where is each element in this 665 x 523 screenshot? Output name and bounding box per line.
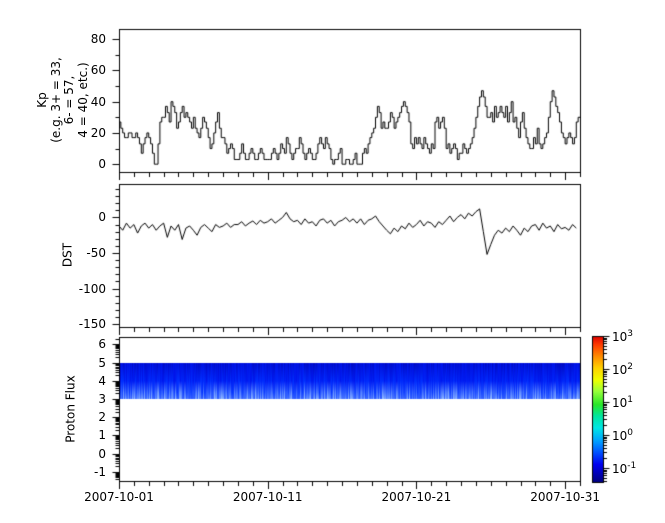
- y-tick-label-kp: 20: [90, 125, 106, 140]
- y-tick-label-dst: -50: [86, 245, 106, 260]
- y-tick-label-proton_flux: 3: [98, 391, 106, 406]
- y-tick-label-dst: -150: [78, 316, 106, 331]
- y-tick-label-kp: 0: [98, 156, 106, 171]
- y-tick-label-proton_flux: -1: [94, 464, 106, 479]
- y-tick-label-proton_flux: 0: [98, 446, 106, 461]
- colorbar-tick-label: 10-1: [612, 460, 637, 476]
- y-tick-label-proton_flux: 5: [98, 355, 106, 370]
- y-tick-label-proton_flux: 4: [98, 373, 106, 388]
- x-date-label: 2007-10-31: [530, 490, 600, 504]
- colorbar-tick-label: 101: [612, 394, 634, 410]
- x-date-label: 2007-10-01: [84, 490, 154, 504]
- y-tick-label-kp: 80: [90, 31, 106, 46]
- y-tick-label-dst: 0: [98, 209, 106, 224]
- colorbar-tick-label: 100: [612, 427, 634, 443]
- colorbar-tick-label: 102: [612, 361, 634, 377]
- x-date-label: 2007-10-11: [232, 490, 303, 504]
- x-date-label: 2007-10-21: [381, 490, 452, 504]
- y-tick-label-proton_flux: 6: [98, 336, 106, 351]
- y-tick-label-proton_flux: 1: [98, 427, 106, 442]
- y-tick-label-kp: 40: [90, 94, 106, 109]
- colorbar-tick-label: 103: [612, 328, 634, 344]
- y-tick-label-dst: -100: [78, 281, 106, 296]
- y-tick-label-proton_flux: 2: [98, 409, 106, 424]
- y-tick-label-kp: 60: [90, 62, 106, 77]
